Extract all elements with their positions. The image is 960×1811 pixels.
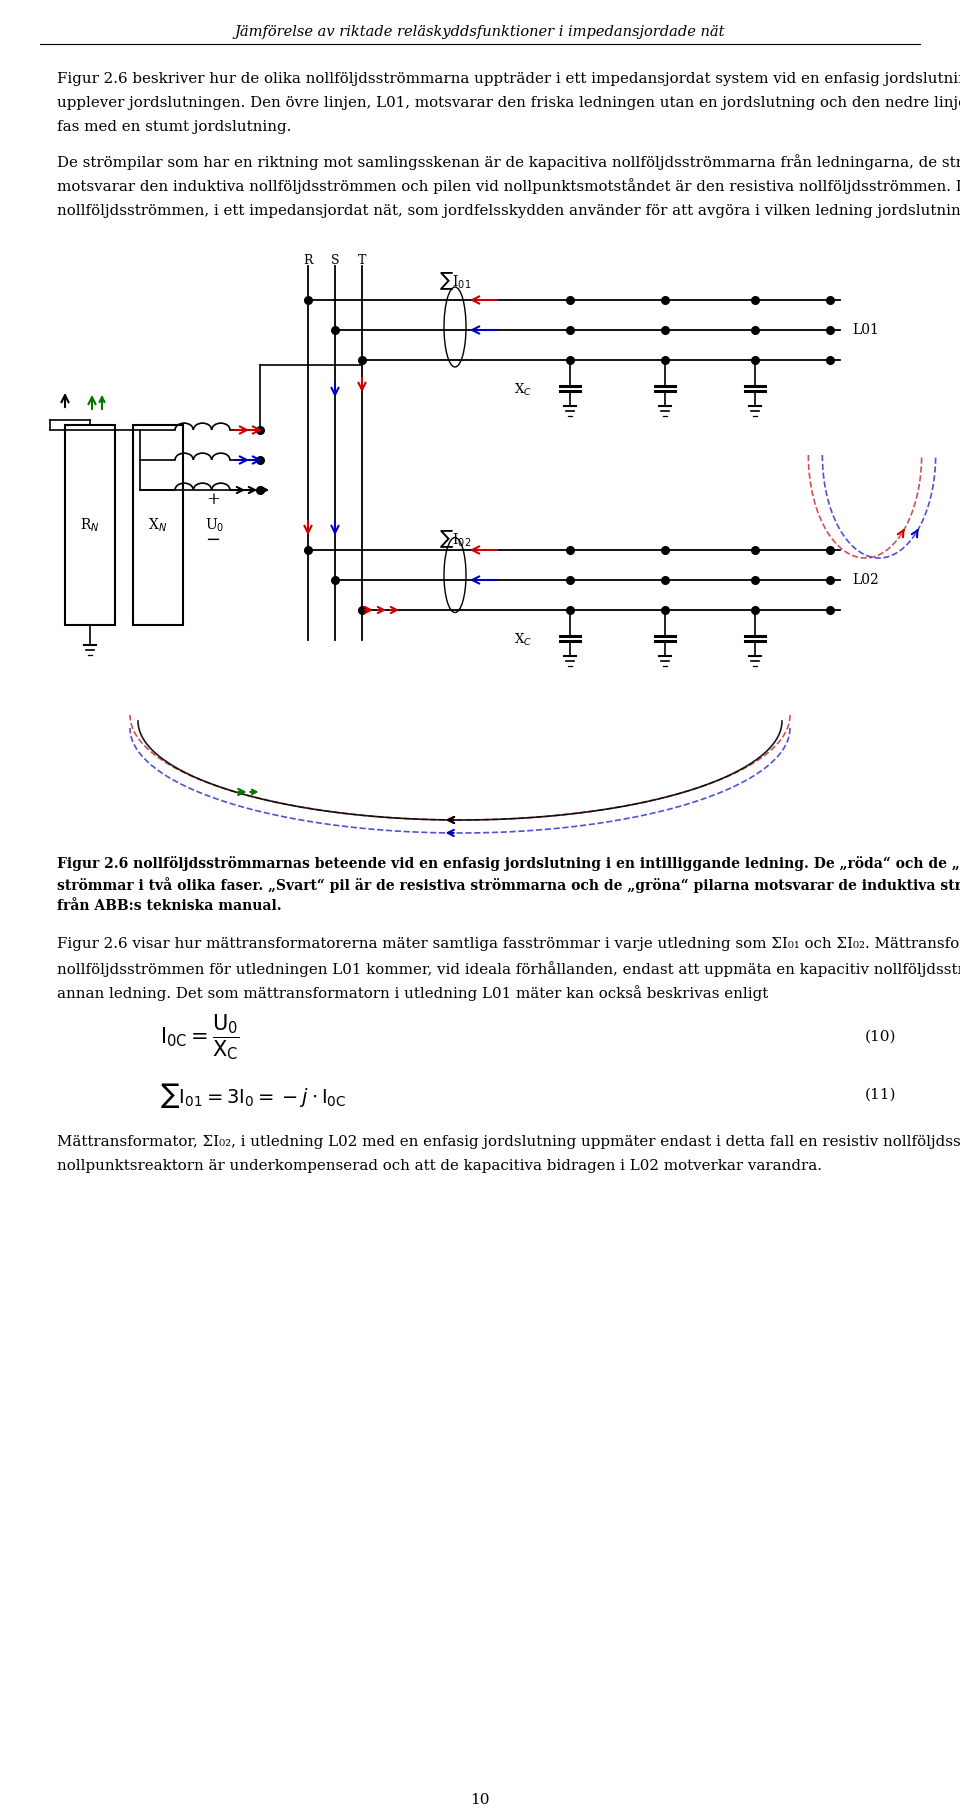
Text: +: + xyxy=(206,491,220,509)
Text: S: S xyxy=(331,254,339,266)
Text: L02: L02 xyxy=(852,572,878,587)
Text: fas med en stumt jordslutning.: fas med en stumt jordslutning. xyxy=(57,120,292,134)
Bar xyxy=(65,426,115,625)
Text: strömmar i två olika faser. „Svart“ pil är de resistiva strömmarna och de „gröna: strömmar i två olika faser. „Svart“ pil … xyxy=(57,877,960,893)
Text: X$_C$: X$_C$ xyxy=(514,632,532,648)
Text: (11): (11) xyxy=(864,1088,896,1103)
Text: Figur 2.6 visar hur mättransformatorerna mäter samtliga fasströmmar i varje utle: Figur 2.6 visar hur mättransformatorerna… xyxy=(57,936,960,951)
Text: Figur 2.6 nollföljdsströmmarnas beteende vid en enfasig jordslutning i en intill: Figur 2.6 nollföljdsströmmarnas beteende… xyxy=(57,855,960,871)
Text: från ABB:s tekniska manual.: från ABB:s tekniska manual. xyxy=(57,898,281,913)
Text: R$_N$: R$_N$ xyxy=(81,516,100,534)
Text: (10): (10) xyxy=(864,1030,896,1043)
Text: X$_C$: X$_C$ xyxy=(514,382,532,398)
Text: Figur 2.6 beskriver hur de olika nollföljdsströmmarna uppträder i ett impedansjo: Figur 2.6 beskriver hur de olika nollföl… xyxy=(57,72,960,85)
Text: R: R xyxy=(303,254,313,266)
Text: nollföljdsströmmen för utledningen L01 kommer, vid ideala förhållanden, endast a: nollföljdsströmmen för utledningen L01 k… xyxy=(57,962,960,976)
Text: nollföljdsströmmen, i ett impedansjordat nät, som jordfelsskydden använder för a: nollföljdsströmmen, i ett impedansjordat… xyxy=(57,203,960,217)
Text: L01: L01 xyxy=(852,322,878,337)
Text: T: T xyxy=(358,254,366,266)
Text: nollpunktsreaktorn är underkompenserad och att de kapacitiva bidragen i L02 motv: nollpunktsreaktorn är underkompenserad o… xyxy=(57,1159,822,1174)
Text: De strömpilar som har en riktning mot samlingsskenan är de kapacitiva nollföljds: De strömpilar som har en riktning mot sa… xyxy=(57,154,960,170)
Text: X$_N$: X$_N$ xyxy=(149,516,168,534)
Text: $\sum$I$_{02}$: $\sum$I$_{02}$ xyxy=(439,529,471,551)
Text: motsvarar den induktiva nollföljdsströmmen och pilen vid nollpunktsmotståndet är: motsvarar den induktiva nollföljdsströmm… xyxy=(57,177,960,194)
Text: Mättransformator, ΣI₀₂, i utledning L02 med en enfasig jordslutning uppmäter end: Mättransformator, ΣI₀₂, i utledning L02 … xyxy=(57,1135,960,1148)
Text: $\sum \mathrm{I}_{01} = 3\mathrm{I}_0 = -j \cdot \mathrm{I}_{0\mathrm{C}}$: $\sum \mathrm{I}_{01} = 3\mathrm{I}_0 = … xyxy=(160,1081,347,1110)
Text: Jämförelse av riktade reläskyddsfunktioner i impedansjordade nät: Jämförelse av riktade reläskyddsfunktion… xyxy=(235,25,725,40)
Text: $\mathrm{I}_{0\mathrm{C}} = \dfrac{\mathrm{U}_0}{\mathrm{X}_\mathrm{C}}$: $\mathrm{I}_{0\mathrm{C}} = \dfrac{\math… xyxy=(160,1012,239,1061)
Text: annan ledning. Det som mättransformatorn i utledning L01 mäter kan också beskriv: annan ledning. Det som mättransformatorn… xyxy=(57,985,768,1001)
Text: 10: 10 xyxy=(470,1793,490,1807)
Text: upplever jordslutningen. Den övre linjen, L01, motsvarar den friska ledningen ut: upplever jordslutningen. Den övre linjen… xyxy=(57,96,960,110)
Bar xyxy=(133,426,183,625)
Text: U$_0$: U$_0$ xyxy=(205,516,225,534)
Text: −: − xyxy=(205,531,221,549)
Text: $\sum$I$_{01}$: $\sum$I$_{01}$ xyxy=(439,270,471,292)
